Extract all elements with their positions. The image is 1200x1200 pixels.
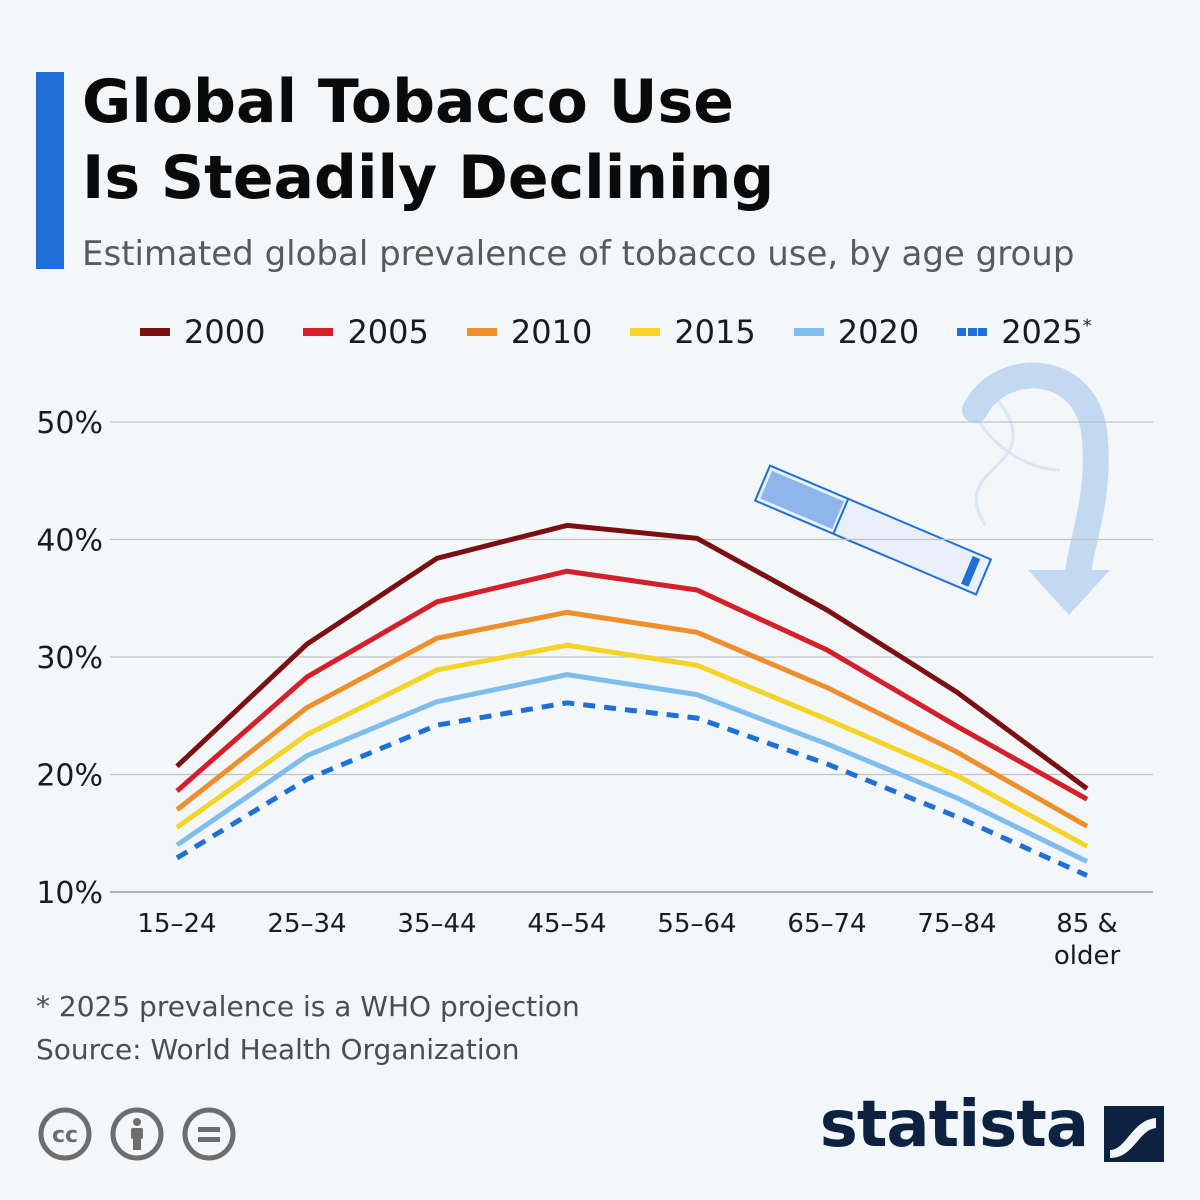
legend-label: 2010: [510, 313, 593, 351]
legend-item-2000: 2000: [140, 313, 265, 351]
title-line-2: Is Steadily Declining: [82, 143, 775, 213]
no-derivatives-icon[interactable]: [182, 1107, 236, 1161]
legend-item-2025: 2025*: [957, 313, 1092, 351]
x-tick-label: 45–54: [527, 909, 606, 939]
attribution-icon[interactable]: [110, 1107, 164, 1161]
smoke-arrow-icon: [962, 362, 1110, 615]
series-line-2025: [175, 700, 1089, 878]
legend-label: 2020: [837, 313, 920, 351]
y-tick-label: 30%: [36, 641, 103, 676]
svg-text:cc: cc: [52, 1123, 78, 1148]
series-line-2015: [175, 642, 1089, 849]
series-line-2020: [175, 672, 1089, 864]
legend-swatch: [630, 328, 661, 336]
x-tick-label: 75–84: [917, 909, 996, 939]
statista-logo-icon[interactable]: [1104, 1106, 1164, 1162]
series-line-2000: [175, 522, 1089, 791]
title-line-1: Global Tobacco Use: [82, 67, 734, 137]
legend-swatch: [140, 328, 170, 336]
legend-item-2010: 2010: [466, 313, 593, 351]
x-tick-label: 25–34: [267, 909, 346, 939]
title-accent-bar: [36, 72, 64, 269]
legend-item-2015: 2015: [630, 313, 756, 351]
y-tick-label: 10%: [36, 876, 103, 911]
legend-swatch: [957, 328, 988, 336]
series-line-2010: [175, 609, 1089, 829]
legend: 2000 2005 2010 2015 2020 2025*: [140, 313, 1130, 351]
series-line-2005: [175, 568, 1089, 802]
legend-label: 2025*: [1001, 313, 1092, 351]
legend-label: 2005: [347, 313, 429, 351]
legend-item-2020: 2020: [793, 313, 920, 351]
source-note: Source: World Health Organization: [36, 1033, 520, 1066]
cigarette-illustration-icon: [753, 464, 993, 596]
x-tick-label: 55–64: [657, 909, 736, 939]
legend-swatch: [303, 328, 334, 336]
x-tick-label: 35–44: [397, 909, 476, 939]
legend-swatch: [793, 328, 824, 336]
legend-label: 2000: [184, 313, 266, 351]
x-tick-label: 15–24: [137, 909, 216, 939]
creative-commons-icon[interactable]: cc: [38, 1107, 92, 1161]
chart-title: Global Tobacco Use Is Steadily Declining: [82, 64, 774, 216]
y-tick-label: 40%: [36, 524, 103, 559]
legend-item-2005: 2005: [303, 313, 429, 351]
legend-label: 2015: [674, 313, 756, 351]
x-tick-label: 65–74: [787, 909, 866, 939]
chart-subtitle: Estimated global prevalence of tobacco u…: [82, 234, 1075, 274]
x-tick-label: 85 & older: [1054, 909, 1121, 971]
legend-swatch: [466, 328, 497, 336]
footnote: * 2025 prevalence is a WHO projection: [36, 990, 580, 1023]
line-chart: 10% 20% 30% 40% 50% 15–24 25–34 35–44 45–54 55–6…: [36, 362, 1153, 971]
y-tick-label: 20%: [36, 759, 103, 794]
statista-wordmark[interactable]: statista: [819, 1088, 1089, 1162]
y-tick-label: 50%: [36, 406, 103, 441]
